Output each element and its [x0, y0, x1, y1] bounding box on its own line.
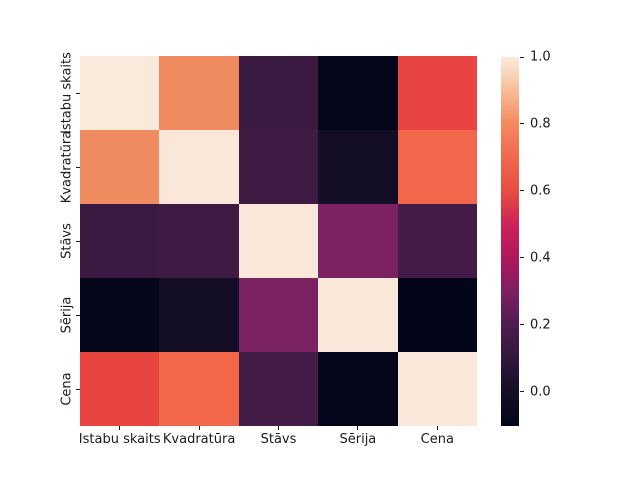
y-tick-mark: [76, 314, 80, 316]
heatmap-cell: [397, 204, 477, 278]
heatmap-cell: [80, 352, 160, 426]
colorbar-tick-label: 0.6: [530, 183, 551, 199]
heatmap-cell: [397, 352, 477, 426]
colorbar-tick-mark: [520, 56, 524, 58]
colorbar-tick-label: 0.0: [530, 384, 551, 400]
heatmap-cell: [80, 56, 160, 130]
heatmap-cell: [80, 204, 160, 278]
x-tick-mark: [119, 426, 121, 430]
y-tick-mark: [76, 240, 80, 242]
heatmap-cell: [159, 56, 239, 130]
y-tick-label: Kvadratūra: [59, 130, 75, 204]
heatmap-cell: [159, 278, 239, 352]
heatmap-cell: [80, 130, 160, 204]
heatmap-cell: [318, 56, 398, 130]
x-tick-mark: [436, 426, 438, 430]
y-tick-mark: [76, 166, 80, 168]
heatmap-cell: [80, 278, 160, 352]
x-tick-mark: [198, 426, 200, 430]
heatmap-cell: [159, 204, 239, 278]
heatmap-cell: [397, 278, 477, 352]
heatmap-cell: [318, 278, 398, 352]
y-tick-mark: [76, 92, 80, 94]
heatmap-cell: [238, 130, 319, 204]
x-tick-label: Sērija: [339, 432, 377, 447]
x-tick-label: Stāvs: [260, 432, 297, 447]
heatmap-cell: [318, 130, 398, 204]
heatmap-cell: [159, 130, 239, 204]
heatmap: [80, 56, 477, 426]
colorbar-tick-mark: [520, 324, 524, 326]
heatmap-cell: [397, 56, 477, 130]
colorbar-tick-label: 0.4: [530, 250, 551, 266]
x-tick-label: Istabu skaits: [78, 432, 161, 447]
y-tick-label: Cena: [59, 372, 75, 406]
heatmap-cell: [318, 204, 398, 278]
colorbar: [501, 57, 519, 426]
y-tick-mark: [76, 388, 80, 390]
x-tick-label: Kvadratūra: [162, 432, 236, 447]
heatmap-cell: [238, 56, 319, 130]
colorbar-tick-mark: [520, 190, 524, 192]
heatmap-cell: [238, 278, 319, 352]
colorbar-tick-mark: [520, 123, 524, 125]
heatmap-cell: [397, 130, 477, 204]
y-tick-label: Sērija: [59, 296, 75, 334]
x-tick-label: Cena: [420, 432, 454, 447]
x-tick-mark: [278, 426, 279, 430]
y-tick-label: Stāvs: [59, 223, 75, 259]
heatmap-cell: [318, 352, 398, 426]
heatmap-cell: [238, 352, 319, 426]
colorbar-tick-mark: [520, 257, 524, 259]
colorbar-tick-mark: [520, 391, 524, 393]
heatmap-cell: [159, 352, 239, 426]
y-tick-label: Istabu skaits: [59, 52, 75, 134]
colorbar-tick-label: 0.8: [530, 116, 551, 132]
x-tick-mark: [357, 426, 359, 430]
colorbar-tick-label: 1.0: [530, 49, 551, 65]
heatmap-cell: [238, 204, 319, 278]
colorbar-tick-label: 0.2: [530, 317, 551, 333]
